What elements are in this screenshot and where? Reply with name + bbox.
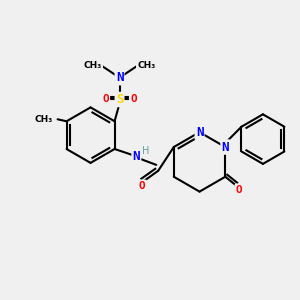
- Text: O: O: [130, 94, 137, 104]
- Text: H: H: [142, 146, 150, 156]
- Text: O: O: [139, 181, 146, 191]
- Text: N: N: [133, 150, 140, 164]
- Text: N: N: [196, 126, 203, 139]
- Text: CH₃: CH₃: [83, 61, 102, 70]
- Text: CH₃: CH₃: [137, 61, 156, 70]
- Text: N: N: [221, 140, 229, 154]
- Text: N: N: [116, 71, 123, 84]
- Text: O: O: [102, 94, 109, 104]
- Text: CH₃: CH₃: [34, 115, 53, 124]
- Text: S: S: [116, 93, 123, 106]
- Text: O: O: [236, 184, 242, 195]
